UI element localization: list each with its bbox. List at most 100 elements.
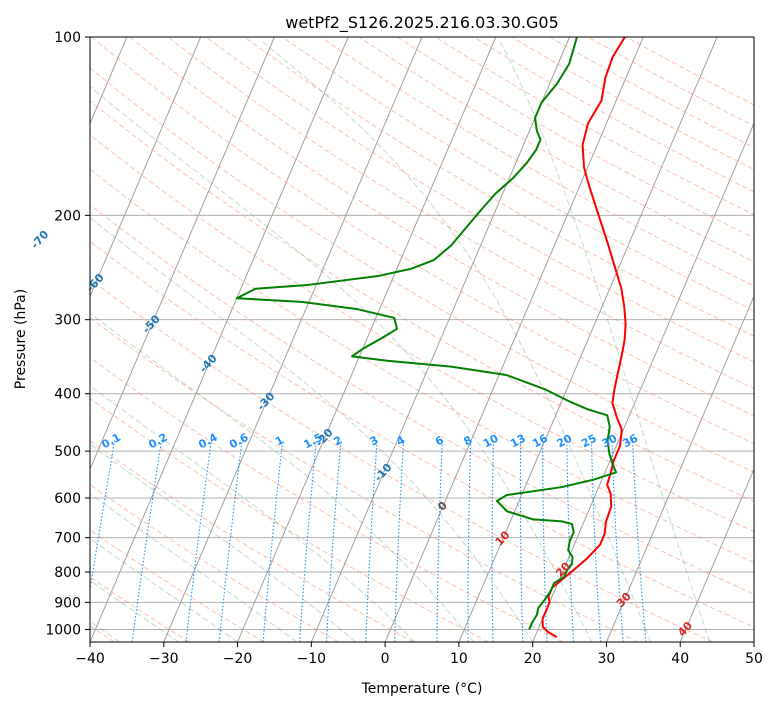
mixing-ratio-label: 20 bbox=[555, 432, 575, 451]
mixing-ratio-line bbox=[611, 440, 624, 642]
moist-adiabat bbox=[499, 41, 711, 642]
mixing-ratio-line bbox=[185, 440, 212, 642]
mixing-ratio-line bbox=[632, 440, 647, 642]
isotherm-label: -70 bbox=[28, 228, 51, 252]
isotherm-line bbox=[532, 122, 754, 642]
mixing-ratio-line bbox=[90, 440, 116, 594]
mixing-ratio-line bbox=[365, 440, 378, 642]
moist-adiabat bbox=[90, 85, 593, 642]
dry-adiabat bbox=[167, 37, 754, 390]
isotherm-label: -60 bbox=[84, 271, 107, 295]
mixing-ratio-line bbox=[590, 440, 602, 642]
y-tick-label: 100 bbox=[54, 30, 81, 46]
x-tick-label: 20 bbox=[524, 651, 542, 667]
isotherm-label: -40 bbox=[197, 352, 220, 376]
y-tick-label: 600 bbox=[54, 491, 81, 507]
x-tick-label: −40 bbox=[75, 651, 105, 667]
mixing-ratio-label: 1 bbox=[273, 434, 286, 449]
dry-adiabat bbox=[129, 37, 754, 417]
dry-adiabat bbox=[90, 134, 754, 533]
mixing-ratio-label: 16 bbox=[530, 432, 550, 451]
dry-adiabat bbox=[90, 278, 713, 642]
isotherm-line bbox=[384, 37, 644, 642]
y-tick-label: 500 bbox=[54, 444, 81, 460]
mixing-ratio-label: 0.1 bbox=[100, 431, 123, 452]
mixing-ratio-line bbox=[131, 440, 163, 642]
mixing-ratio-line bbox=[325, 440, 342, 642]
mixing-ratio-label: 6 bbox=[433, 433, 446, 448]
x-tick-label: −20 bbox=[223, 651, 253, 667]
moist-adiabat bbox=[262, 41, 652, 642]
chart-title: wetPf2_S126.2025.216.03.30.G05 bbox=[285, 13, 559, 33]
isotherm-label: 40 bbox=[675, 619, 695, 639]
isotherm-line bbox=[163, 37, 423, 642]
isotherm-line bbox=[237, 37, 497, 642]
dry-adiabat bbox=[587, 37, 754, 127]
isotherm-label: 10 bbox=[493, 528, 513, 548]
x-tick-label: 0 bbox=[381, 651, 390, 667]
mixing-ratio-line bbox=[467, 440, 472, 642]
plot-frame bbox=[89, 36, 755, 643]
dry-adiabat bbox=[90, 317, 639, 642]
y-tick-label: 900 bbox=[54, 595, 81, 611]
isotherm-line bbox=[90, 37, 202, 298]
dry-adiabat bbox=[90, 204, 754, 595]
mixing-ratio-label: 13 bbox=[508, 432, 528, 451]
dry-adiabat bbox=[511, 37, 754, 171]
dry-adiabat bbox=[90, 168, 754, 564]
mixing-ratio-line bbox=[299, 440, 317, 642]
y-tick-label: 800 bbox=[54, 565, 81, 581]
y-tick-label: 200 bbox=[54, 208, 81, 224]
moist-adiabat bbox=[90, 385, 415, 642]
x-tick-label: 40 bbox=[671, 651, 689, 667]
mixing-ratio-label: 4 bbox=[394, 433, 407, 448]
x-tick-label: 30 bbox=[598, 651, 616, 667]
mixing-ratio-label: 25 bbox=[579, 432, 599, 451]
dry-adiabat bbox=[90, 529, 265, 642]
isotherm-label: -30 bbox=[254, 389, 277, 413]
mixing-ratio-label: 3 bbox=[368, 434, 381, 449]
y-tick-label: 400 bbox=[54, 387, 81, 403]
dry-adiabat bbox=[205, 37, 754, 363]
dry-adiabat bbox=[90, 484, 339, 642]
mixing-ratio-line bbox=[394, 440, 405, 642]
dry-adiabat bbox=[90, 240, 754, 628]
mixing-ratio-line bbox=[218, 440, 243, 642]
dry-adiabat bbox=[90, 356, 564, 642]
dry-adiabat bbox=[282, 37, 754, 312]
y-tick-label: 1000 bbox=[45, 622, 81, 638]
mixing-ratio-line bbox=[519, 440, 524, 642]
dry-adiabat bbox=[90, 397, 489, 642]
isotherm-line bbox=[605, 295, 754, 642]
x-tick-label: 50 bbox=[745, 651, 763, 667]
mixing-ratio-label: 0.2 bbox=[146, 431, 169, 452]
dry-adiabat bbox=[90, 440, 414, 642]
dry-adiabat bbox=[549, 37, 754, 149]
isotherm-line bbox=[90, 37, 349, 642]
dewpoint-line bbox=[235, 37, 618, 630]
mixing-ratio-label: 30 bbox=[600, 432, 620, 451]
x-tick-label: 10 bbox=[450, 651, 468, 667]
mixing-ratio-label: 0.6 bbox=[227, 431, 251, 452]
temperature-line bbox=[541, 37, 627, 638]
dry-adiabat bbox=[91, 37, 754, 445]
mixing-ratio-label: 10 bbox=[481, 432, 501, 451]
dry-adiabat bbox=[435, 37, 754, 216]
isotherm-label: 30 bbox=[614, 590, 634, 610]
dry-adiabat bbox=[90, 100, 754, 503]
dry-adiabat bbox=[244, 37, 754, 337]
dry-adiabat bbox=[90, 67, 754, 473]
isotherm-label: -10 bbox=[372, 461, 395, 485]
mixing-ratio-line bbox=[262, 440, 284, 642]
mixing-ratio-label: 0.4 bbox=[196, 431, 220, 452]
isotherm-label: -50 bbox=[140, 312, 163, 336]
isotherm-line bbox=[90, 37, 275, 471]
moist-adiabat bbox=[90, 493, 297, 642]
y-axis-label: Pressure (hPa) bbox=[13, 289, 29, 389]
moist-adiabat bbox=[90, 537, 238, 642]
y-tick-label: 700 bbox=[54, 531, 81, 547]
mixing-ratio-label: 36 bbox=[620, 432, 640, 451]
moist-adiabat bbox=[90, 312, 475, 642]
isotherm-label: 20 bbox=[553, 559, 573, 579]
